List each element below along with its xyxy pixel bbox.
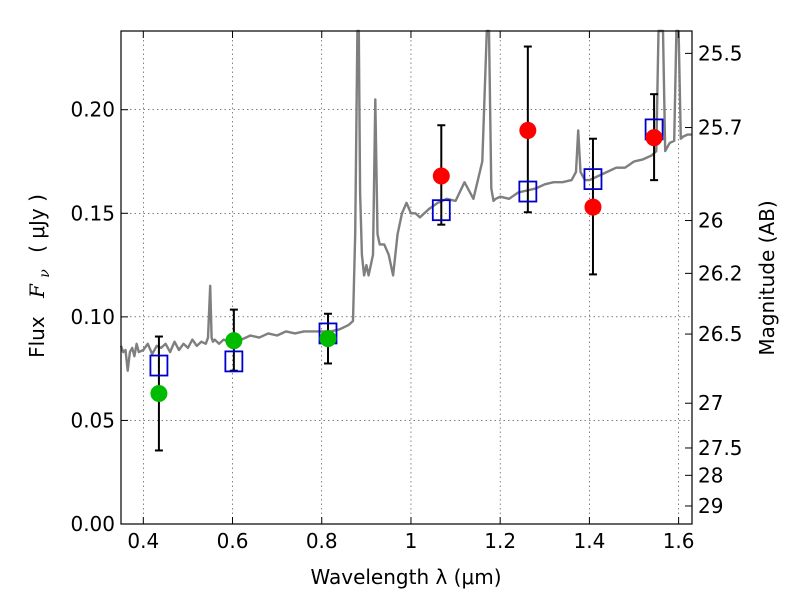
magnitude-tick-label: 27.5 (698, 436, 743, 460)
x-tick-label: 0.4 (127, 529, 159, 553)
y-tick-label: 0.20 (70, 98, 115, 122)
model-flux-square (431, 199, 451, 222)
x-tick-label: 1 (405, 529, 418, 553)
model-flux-square (224, 350, 244, 373)
y-tick-label: 0.10 (70, 305, 115, 329)
photometry-optical-point (150, 385, 168, 402)
magnitude-tick-label: 25.7 (698, 116, 743, 140)
photometry-nir-point (432, 167, 450, 185)
x-tick-label: 1.2 (484, 529, 516, 553)
x-tick-label: 0.6 (217, 529, 249, 553)
model-flux-square (149, 354, 169, 377)
magnitude-tick-label: 27 (698, 391, 723, 415)
magnitude-tick-label: 26.5 (698, 322, 743, 346)
photometry-optical-point (225, 332, 243, 350)
model-flux-square (518, 180, 538, 203)
y-axis-label-prefix: Flux (25, 316, 49, 358)
error-bars (154, 45, 659, 452)
y-axis-label-units: ( μJy ) (25, 194, 49, 253)
x-tick-label: 1.6 (663, 529, 695, 553)
plot-frame (120, 30, 693, 525)
photometry-nir-point (645, 129, 663, 147)
y-tick-label: 0.05 (70, 408, 115, 432)
model-spectrum (119, 29, 692, 372)
magnitude-tick-label: 26.2 (698, 261, 743, 285)
axis-ticks: 0.4 0.6 0.8 1 1.2 1.4 1.6 0.00 0.05 0.10 0.15 0.20 2… (70, 31, 743, 553)
y-tick-label: 0.15 (70, 201, 115, 225)
model-flux-square (583, 168, 603, 191)
magnitude-axis-label: Magnitude (AB) (755, 200, 779, 355)
y-tick-label: 0.00 (70, 512, 115, 536)
photometry-optical-point (319, 330, 337, 348)
photometry-nir-point (584, 198, 602, 216)
y-axis-label-symbol: F (25, 283, 49, 299)
x-tick-label: 0.8 (306, 529, 338, 553)
magnitude-tick-label: 28 (698, 463, 723, 487)
x-tick-label: 1.4 (573, 529, 605, 553)
x-axis-label: Wavelength λ (μm) (310, 565, 501, 589)
data-points (149, 118, 664, 402)
y-axis-label: Flux F ν ( μJy ) (25, 194, 54, 358)
photometry-nir-point (519, 121, 537, 139)
magnitude-tick-label: 26 (698, 209, 723, 233)
grid (121, 31, 692, 524)
y-axis-label-subscript: ν (37, 269, 53, 278)
magnitude-tick-label: 25.5 (698, 41, 743, 65)
magnitude-tick-label: 29 (698, 494, 723, 518)
model-spectrum-line (119, 29, 692, 372)
